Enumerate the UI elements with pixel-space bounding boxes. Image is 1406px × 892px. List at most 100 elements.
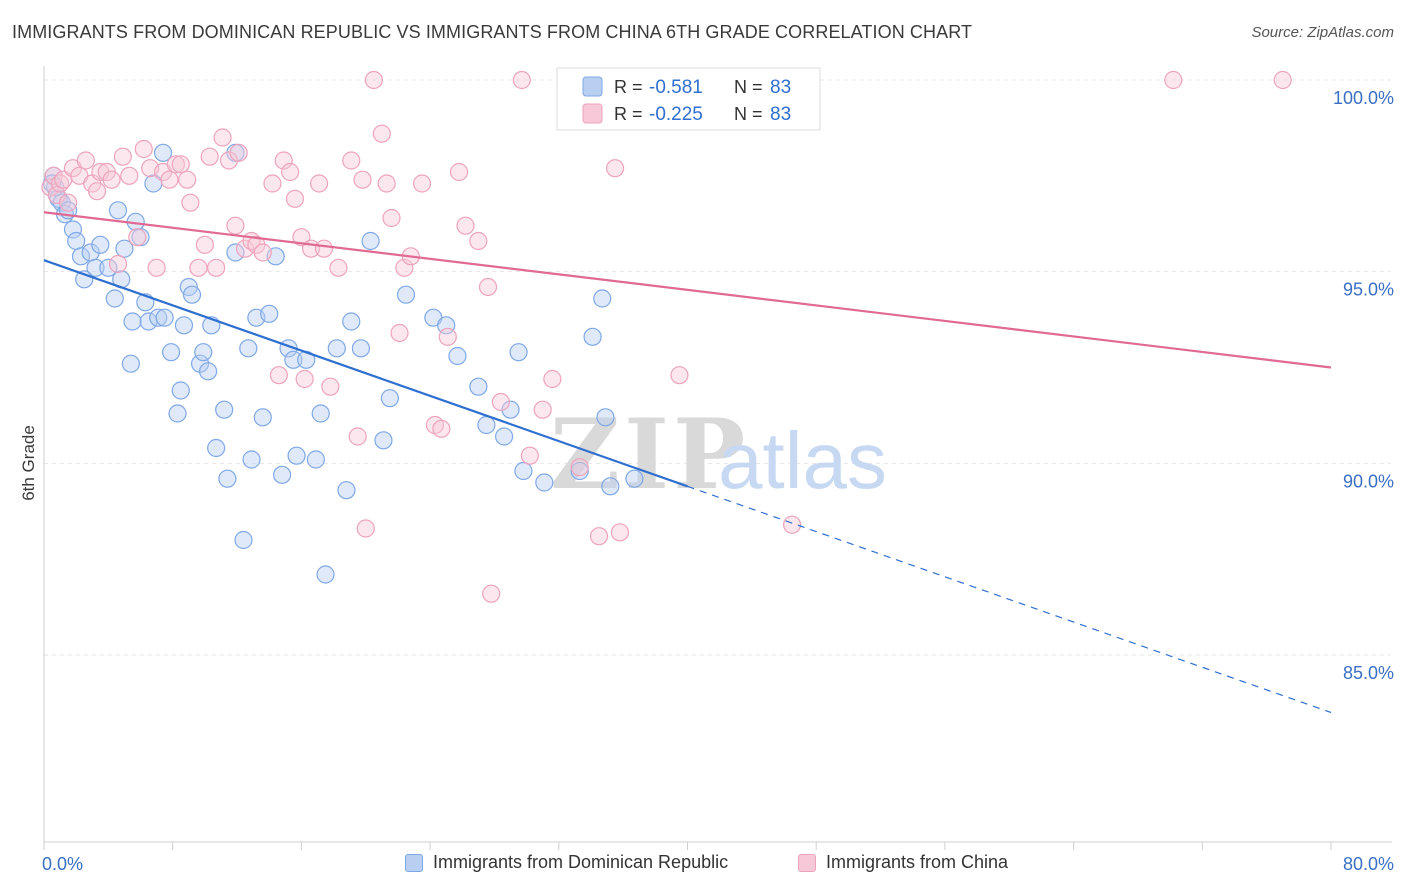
bottom-legend: Immigrants from Dominican Republic Immig… [0,852,1406,878]
point-s0-17 [115,239,134,258]
point-s1-55 [364,70,383,90]
point-s0-29 [171,381,190,400]
legend-n-value-0: 83 [770,77,791,98]
point-s1-30 [207,258,226,277]
point-s1-77 [589,527,609,546]
point-s1-49 [321,377,340,396]
point-s0-61 [361,231,380,251]
point-s0-78 [596,408,615,427]
axes [43,66,1392,850]
point-s0-25 [153,143,173,162]
point-s0-30 [174,316,194,335]
point-s0-26 [121,354,140,373]
point-s0-12 [91,235,110,254]
point-s0-51 [284,350,303,369]
point-s1-58 [382,208,401,228]
legend-item-china: Immigrants from China [798,852,1008,873]
point-s0-7 [67,231,86,251]
point-s0-34 [194,343,213,362]
point-s1-47 [309,174,329,193]
point-s1-10 [87,182,107,201]
point-s1-20 [147,258,166,277]
point-s1-56 [372,124,391,143]
point-s0-76 [583,327,602,346]
point-s1-38 [253,243,272,262]
point-s1-18 [134,139,153,159]
point-s0-42 [234,530,253,550]
point-s1-74 [543,369,562,389]
legend-label-dominican: Immigrants from Dominican Republic [433,852,729,872]
point-s0-44 [242,450,261,469]
point-s0-52 [287,446,306,465]
point-s1-60 [395,258,414,277]
point-s1-41 [274,151,293,170]
legend-box: R = -0.581 N = 83 R = -0.225 N = 83 [556,67,821,131]
point-s1-69 [478,277,498,297]
point-s0-75 [570,461,589,481]
point-s1-17 [128,228,147,247]
legend-box-swatch-0 [582,76,603,97]
point-s1-66 [449,162,469,182]
point-s0-41 [226,243,245,262]
point-s0-8 [71,247,91,266]
point-s1-29 [200,147,219,166]
point-s0-57 [327,339,346,358]
point-s1-79 [610,523,630,542]
point-s1-5 [59,193,78,212]
point-s0-37 [207,438,226,458]
x-tick-label-1: 80.0% [1343,854,1394,874]
point-s0-27 [161,343,181,362]
point-s1-15 [113,147,132,166]
series-1 [41,70,1292,603]
point-s0-64 [396,285,416,304]
point-s0-74 [535,473,554,492]
point-s1-51 [342,151,361,170]
legend-n-label-0: N = [734,77,763,97]
y-axis-title: 6th Grade [19,425,38,501]
point-s0-72 [509,343,528,362]
point-s1-59 [390,323,409,343]
point-s1-84 [482,584,501,603]
point-s0-47 [260,304,279,323]
point-s1-50 [329,258,348,277]
point-s0-22 [149,308,168,327]
point-s0-59 [342,312,361,331]
point-s0-11 [86,258,105,277]
point-s0-43 [239,339,258,358]
point-s0-54 [306,450,325,469]
trend-layer [43,211,1332,714]
point-s1-42 [281,162,300,182]
point-s1-82 [1164,70,1183,90]
grid-lines [44,79,1391,656]
legend-r-value-1: -0.225 [649,104,703,125]
series-layer [41,70,1292,603]
point-s0-49 [272,465,292,484]
point-s1-71 [512,70,531,90]
point-s1-34 [229,143,248,162]
point-s0-71 [501,400,520,419]
y-tick-labels: 100.0% 95.0% 90.0% 85.0% [1333,88,1394,683]
legend-n-label-1: N = [734,104,763,124]
trend-line-1 [43,211,1332,369]
point-s0-39 [218,469,237,488]
y-tick-label-1: 95.0% [1343,280,1394,300]
point-s1-81 [782,515,802,534]
legend-box-swatch-1 [582,103,603,124]
legend-r-label-0: R = [614,77,643,97]
x-tick-labels: 0.0% 80.0% [42,854,1394,874]
point-s1-76 [570,458,589,477]
point-s0-55 [311,404,330,423]
point-s1-8 [76,151,95,170]
watermark: ZIP atlas [550,398,887,511]
point-s0-13 [99,258,118,277]
point-s0-77 [593,289,612,308]
point-s0-80 [625,469,644,488]
point-s0-62 [374,431,393,450]
legend-r-label-1: R = [614,104,643,124]
legend-label-china: Immigrants from China [826,852,1009,872]
point-s1-40 [269,366,288,385]
point-s1-65 [438,327,457,346]
point-s0-35 [198,362,218,381]
legend-swatch-dominican [405,853,423,872]
